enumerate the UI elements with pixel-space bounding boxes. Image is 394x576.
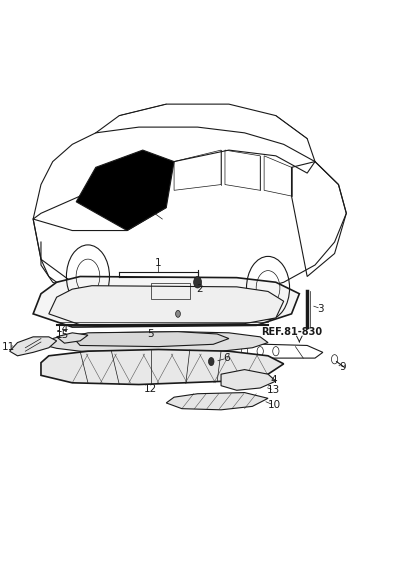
- Polygon shape: [41, 350, 284, 385]
- Text: 6: 6: [224, 353, 230, 363]
- Polygon shape: [76, 150, 174, 230]
- Polygon shape: [221, 370, 276, 391]
- Text: 11: 11: [2, 342, 15, 351]
- Text: 4: 4: [271, 375, 277, 385]
- Polygon shape: [9, 337, 57, 356]
- Text: REF.81-830: REF.81-830: [261, 327, 322, 337]
- Text: 14: 14: [56, 324, 69, 335]
- Polygon shape: [72, 332, 229, 347]
- Text: 10: 10: [268, 400, 281, 410]
- Text: 3: 3: [318, 304, 324, 314]
- Circle shape: [193, 276, 201, 288]
- Circle shape: [176, 310, 180, 317]
- Polygon shape: [49, 286, 284, 325]
- Text: 9: 9: [339, 362, 346, 372]
- Text: 15: 15: [56, 330, 69, 340]
- Bar: [151, 283, 190, 300]
- Polygon shape: [166, 393, 268, 410]
- Circle shape: [208, 358, 214, 366]
- Polygon shape: [41, 332, 268, 351]
- Polygon shape: [33, 276, 299, 327]
- Text: 5: 5: [147, 329, 154, 339]
- Text: 13: 13: [267, 385, 281, 395]
- Polygon shape: [57, 333, 88, 343]
- Text: 2: 2: [196, 284, 203, 294]
- Text: 12: 12: [144, 384, 157, 393]
- Text: 1: 1: [155, 258, 162, 268]
